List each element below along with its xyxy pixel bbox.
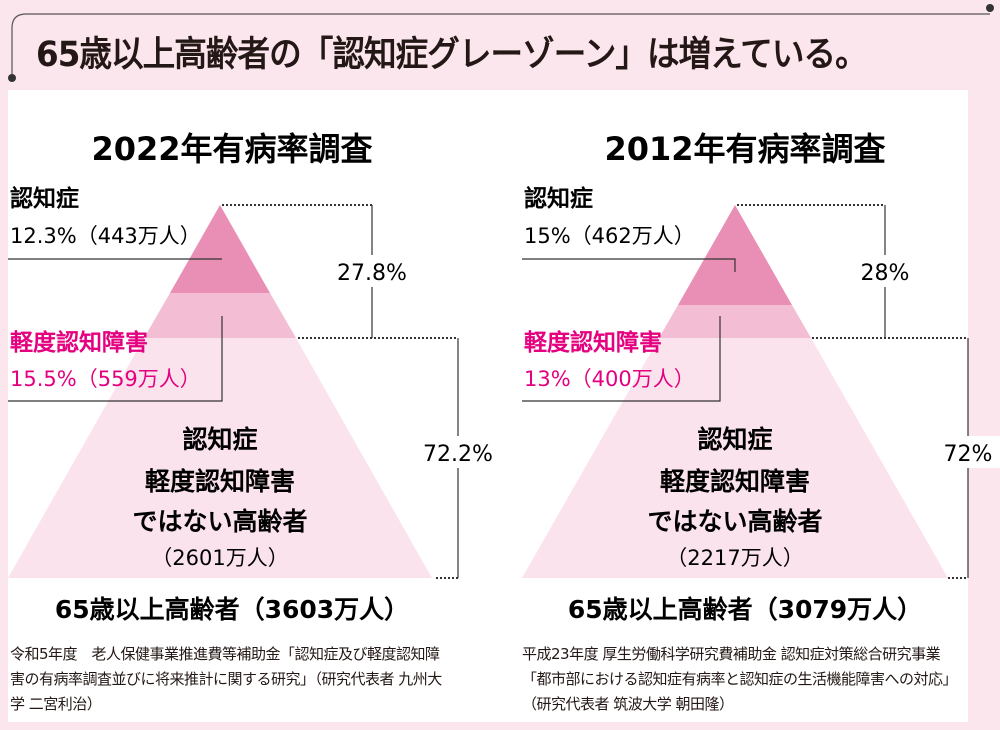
dementia-label: 認知症 — [524, 185, 593, 212]
total-label: 65歳以上高齢者（3603万人） — [55, 595, 409, 624]
pyramid-2012: 2012年有病率調査 認知症 15%（462万人） 軽度認知障害 13%（400… — [522, 130, 1000, 624]
dementia-value: 12.3%（443万人） — [10, 224, 201, 248]
normal-segment — [522, 338, 948, 578]
lower-percent: 72% — [944, 442, 993, 467]
normal-label: 認知症 軽度認知障害 ではない高齢者 — [132, 425, 307, 536]
mci-value: 13%（400万人） — [524, 367, 695, 391]
svg-text:軽度認知障害: 軽度認知障害 — [660, 467, 810, 496]
normal-count: （2601万人） — [151, 546, 288, 570]
normal-label: 認知症 軽度認知障害 ではない高齢者 — [647, 425, 822, 536]
svg-text:認知症: 認知症 — [697, 425, 772, 454]
svg-text:ではない高齢者: ではない高齢者 — [647, 507, 822, 536]
upper-percent: 28% — [861, 261, 910, 286]
mci-label: 軽度認知障害 — [524, 329, 662, 356]
pyramid-2022: 2022年有病率調査 認知症 12.3%（443万人） 軽度認知障害 15.5%… — [8, 130, 504, 624]
normal-segment — [8, 338, 432, 578]
dementia-value: 15%（462万人） — [524, 224, 695, 248]
mci-segment — [659, 305, 811, 338]
upper-percent: 27.8% — [337, 261, 407, 286]
survey-heading: 2012年有病率調査 — [604, 130, 885, 168]
source-note-2022: 令和5年度 老人保健事業推進費等補助金「認知症及び軽度認知障害の有病率調査並びに… — [10, 645, 442, 713]
mci-segment — [144, 293, 296, 338]
normal-count: （2217万人） — [666, 546, 803, 570]
mci-label: 軽度認知障害 — [10, 329, 148, 356]
total-label: 65歳以上高齢者（3079万人） — [568, 595, 922, 624]
svg-text:ではない高齢者: ではない高齢者 — [132, 507, 307, 536]
source-note-2012: 平成23年度 厚生労働科学研究費補助金 認知症対策総合研究事業「都市部における認… — [522, 645, 958, 713]
dementia-segment — [170, 205, 270, 293]
dementia-label: 認知症 — [10, 185, 79, 212]
mci-value: 15.5%（559万人） — [10, 367, 201, 391]
svg-text:認知症: 認知症 — [182, 425, 257, 454]
lower-percent: 72.2% — [423, 442, 493, 467]
page-title: 65歳以上高齢者の「認知症グレーゾーン」は増えている。 — [36, 35, 868, 75]
svg-text:軽度認知障害: 軽度認知障害 — [145, 467, 295, 496]
survey-heading: 2022年有病率調査 — [91, 130, 372, 168]
dementia-segment — [678, 205, 792, 305]
